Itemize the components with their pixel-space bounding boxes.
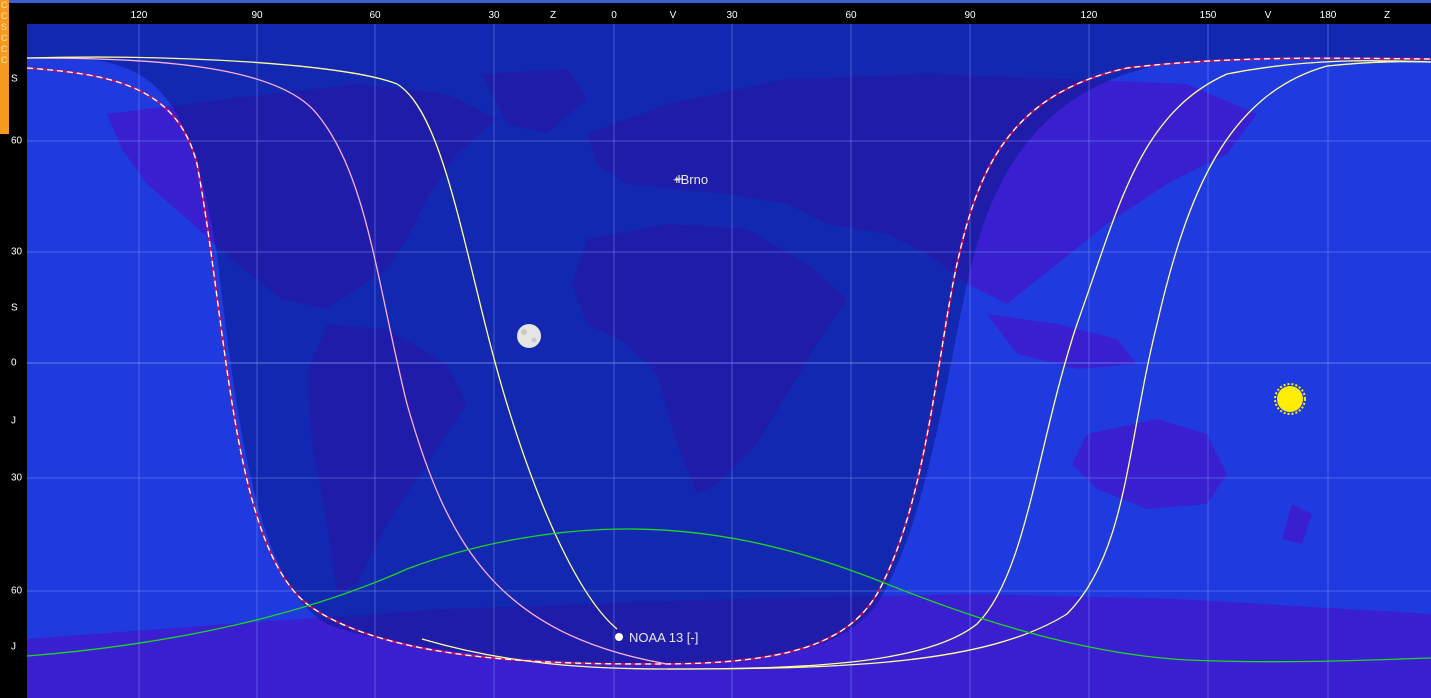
footprint-curve-pink (27, 57, 668, 665)
map-overlay: +Brno NOAA 13 [-] (517, 172, 1306, 645)
lat-tick: 60 (11, 135, 23, 147)
lat-tick: 30 (11, 246, 23, 258)
australia (1072, 419, 1227, 509)
lat-tick: 0 (11, 357, 17, 369)
terminator-line-light (27, 57, 1431, 665)
ground-track (27, 528, 1431, 663)
lon-tick: Z (549, 10, 557, 21)
lat-tick: S (11, 73, 18, 85)
lon-tick: V (669, 10, 677, 21)
lon-tick: 120 (1080, 10, 1098, 21)
location-marker-icon[interactable] (675, 175, 683, 183)
lon-tick: Z (1383, 10, 1391, 21)
lon-tick: 30 (488, 10, 500, 21)
title-strip (0, 0, 1431, 3)
map-canvas (27, 24, 1431, 698)
footprint-curve-yellow-1 (27, 56, 618, 630)
side-panel-edge[interactable]: C C S C C C (0, 0, 9, 134)
lat-tick: 30 (11, 472, 23, 484)
lon-tick: 60 (369, 10, 381, 21)
lat-tick: J (11, 415, 16, 427)
night-shadow (27, 24, 1431, 664)
world-map[interactable]: +Brno NOAA 13 [-] (27, 24, 1431, 698)
coverage-curves (27, 56, 1431, 670)
lat-tick: J (11, 641, 16, 653)
lon-tick: V (1264, 10, 1272, 21)
new-zealand (1282, 504, 1312, 544)
footprint-curve-yellow-3 (666, 61, 1431, 670)
lon-tick: 30 (726, 10, 738, 21)
lon-tick: 0 (611, 10, 617, 21)
lon-tick: 90 (964, 10, 976, 21)
lat-tick: 60 (11, 585, 23, 597)
footprint-curve-yellow-2 (421, 60, 1431, 670)
latitude-scale: S 60 30 S 0 J 30 60 J (0, 24, 27, 698)
sun-icon[interactable] (1274, 383, 1306, 415)
satellite-label[interactable]: NOAA 13 [-] (629, 630, 698, 645)
lon-tick: 60 (845, 10, 857, 21)
lon-tick: 90 (251, 10, 263, 21)
southeast-asia (987, 314, 1137, 369)
lon-tick: 120 (130, 10, 148, 21)
lon-tick: 150 (1199, 10, 1217, 21)
lat-tick: S (11, 302, 18, 314)
moon-icon[interactable] (517, 324, 541, 348)
lon-tick: 180 (1319, 10, 1337, 21)
satellite-dot-icon[interactable] (615, 633, 623, 641)
longitude-scale: 120 90 60 30 Z 0 V 30 60 90 120 150 V 18… (0, 0, 1431, 24)
graticule (27, 24, 1431, 698)
location-label: +Brno (673, 172, 708, 187)
